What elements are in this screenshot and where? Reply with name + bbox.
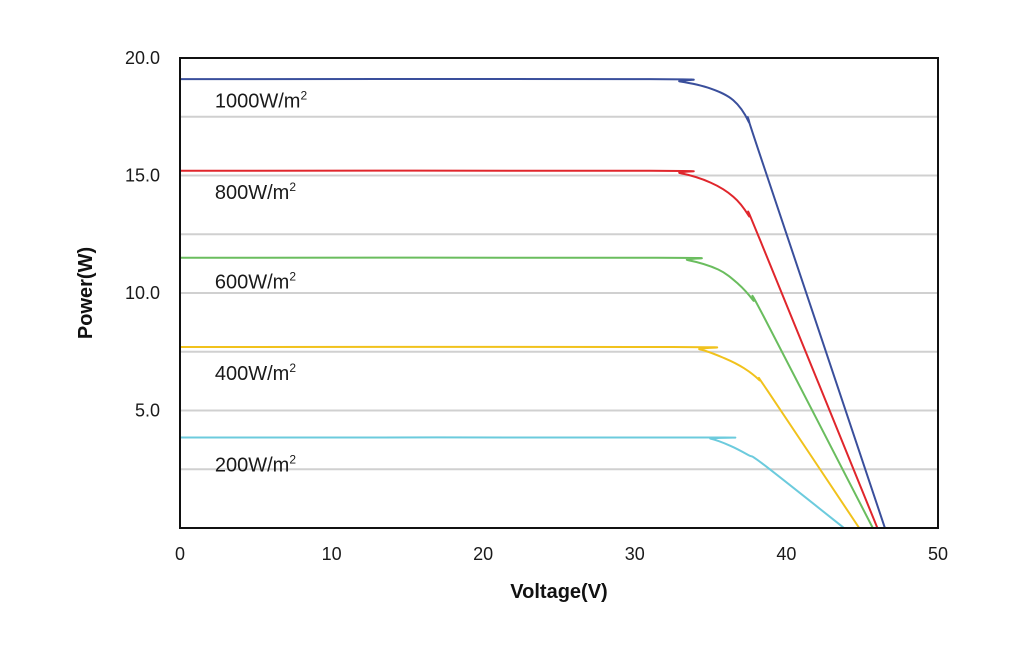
- series-label-base: 800W/m: [215, 182, 289, 204]
- y-axis-tick-labels: 5.0 10.0 15.0 20.0: [125, 48, 160, 421]
- y-tick-label: 15.0: [125, 166, 160, 186]
- x-tick-label: 40: [776, 544, 796, 564]
- series-label: 800W/m2: [215, 180, 296, 204]
- y-tick-label: 10.0: [125, 283, 160, 303]
- series-line-1000wm: [179, 77, 886, 529]
- series-lines: [179, 77, 886, 529]
- series-line-200wm: [179, 436, 845, 529]
- series-line-800wm: [179, 169, 879, 529]
- x-tick-label: 20: [473, 544, 493, 564]
- y-tick-label: 5.0: [135, 401, 160, 421]
- series-label: 1000W/m2: [215, 88, 308, 112]
- series-label-base: 200W/m: [215, 455, 289, 477]
- x-tick-label: 50: [928, 544, 948, 564]
- series-label-superscript: 2: [289, 269, 296, 283]
- series-line-600wm: [179, 256, 874, 529]
- series-label-superscript: 2: [300, 88, 307, 102]
- x-axis-tick-labels: 0 10 20 30 40 50: [175, 544, 948, 564]
- x-tick-label: 30: [625, 544, 645, 564]
- series-label-superscript: 2: [289, 453, 296, 467]
- series-label-superscript: 2: [289, 361, 296, 375]
- x-tick-label: 0: [175, 544, 185, 564]
- plot-area-frame: [179, 57, 939, 529]
- grid-lines: [180, 115, 938, 471]
- y-axis-title: Power(W): [75, 247, 97, 339]
- x-axis-title: Voltage(V): [510, 581, 607, 603]
- x-tick-label: 10: [322, 544, 342, 564]
- y-tick-label: 20.0: [125, 48, 160, 68]
- series-label-superscript: 2: [289, 180, 296, 194]
- series-label-base: 600W/m: [215, 271, 289, 293]
- series-label: 600W/m2: [215, 269, 296, 293]
- series-label-base: 400W/m: [215, 363, 289, 385]
- series-label-base: 1000W/m: [215, 90, 301, 112]
- series-label: 400W/m2: [215, 361, 296, 385]
- series-label: 200W/m2: [215, 453, 296, 477]
- series-line-400wm: [179, 345, 861, 529]
